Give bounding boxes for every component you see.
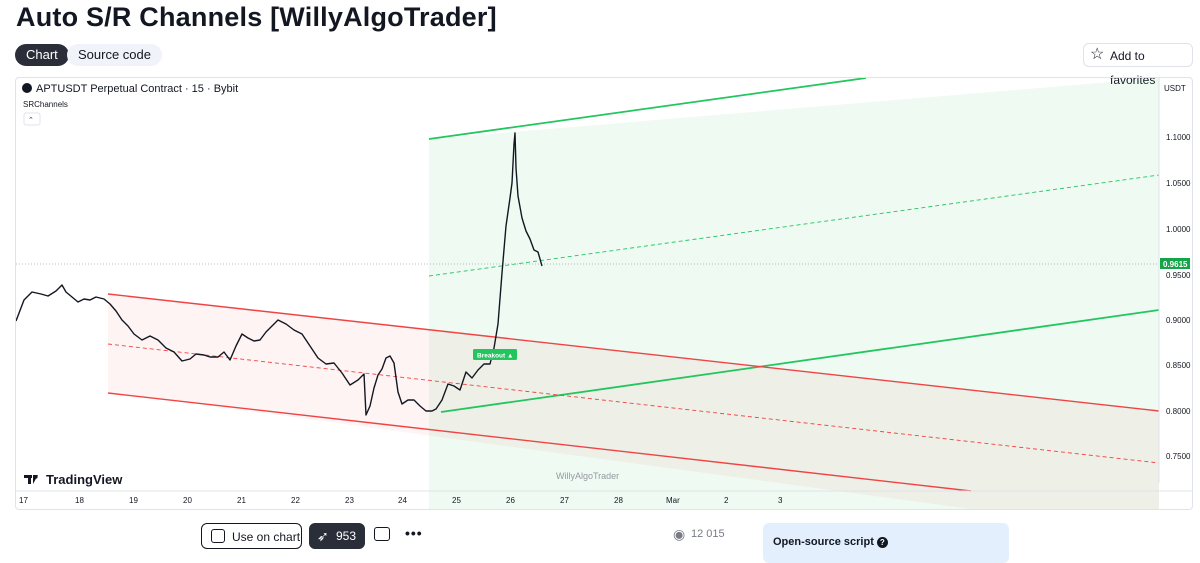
x-tick: 3: [778, 496, 783, 505]
x-tick: Mar: [666, 496, 680, 505]
x-tick: 28: [614, 496, 623, 505]
bear-channel-fill: [108, 294, 1159, 509]
views-counter: ◉ 12 015: [673, 526, 725, 542]
y-tick: 1.0500: [1166, 179, 1191, 188]
bear-lower-line: [107, 392, 972, 492]
chart-canvas[interactable]: USDT 1.1000 1.0500 1.0000 0.9500 0.9000 …: [16, 78, 1192, 509]
x-tick: 21: [237, 496, 246, 505]
x-tick: 2: [724, 496, 729, 505]
x-tick: 26: [506, 496, 515, 505]
x-tick: 24: [398, 496, 407, 505]
y-tick: 0.9000: [1166, 316, 1191, 325]
currency-label: USDT: [1164, 84, 1186, 93]
eye-icon: ◉: [673, 526, 686, 542]
indicator-name: SRChannels: [23, 100, 68, 109]
chart-panel[interactable]: USDT 1.1000 1.0500 1.0000 0.9500 0.9000 …: [15, 77, 1193, 510]
add-to-favorites-label: Add to favorites: [1110, 49, 1156, 87]
comment-icon[interactable]: [374, 527, 390, 541]
open-source-box: Open-source script?: [763, 523, 1009, 563]
rocket-icon: ➶: [317, 528, 329, 544]
collapse-button[interactable]: [23, 112, 41, 126]
use-on-chart-button[interactable]: Use on chart: [201, 523, 302, 549]
symbol-line: APTUSDT Perpetual Contract · 15 · Bybit: [36, 83, 238, 95]
breakout-label: [473, 349, 517, 360]
watermark: WillyAlgoTrader: [556, 471, 619, 481]
breakout-label-text: Breakout ▲: [477, 353, 513, 360]
x-axis-ticks: 17 18 19 20 21 22 23 24 25 26 27 28 Mar …: [19, 496, 783, 505]
x-tick: 17: [19, 496, 28, 505]
price-badge: [1160, 258, 1190, 269]
brand-text: TradingView: [46, 472, 123, 487]
y-tick: 0.9500: [1166, 271, 1191, 280]
chart-add-icon: [211, 529, 225, 543]
bear-mid-line: [107, 343, 1160, 464]
x-tick: 19: [129, 496, 138, 505]
help-icon[interactable]: ?: [876, 537, 888, 548]
x-tick: 22: [291, 496, 300, 505]
y-tick: 1.0000: [1166, 225, 1191, 234]
bear-upper-line: [107, 293, 1160, 412]
bull-resistance-line: [428, 78, 867, 140]
views-count: 12 015: [691, 528, 725, 540]
boost-count: 953: [336, 529, 357, 543]
tab-source-code[interactable]: Source code: [67, 44, 162, 66]
price-badge-text: 0.9615: [1163, 260, 1188, 269]
x-tick: 25: [452, 496, 461, 505]
add-to-favorites-button[interactable]: ☆ Add to favorites: [1083, 43, 1193, 87]
symbol-logo-icon: [22, 83, 32, 93]
tradingview-logo: TradingView: [24, 472, 123, 487]
use-on-chart-label: Use on chart: [232, 530, 301, 544]
more-icon[interactable]: •••: [405, 525, 423, 541]
x-tick: 18: [75, 496, 84, 505]
bull-mid-line: [428, 174, 1160, 277]
page-title: Auto S/R Channels [WillyAlgoTrader]: [16, 2, 497, 32]
y-tick: 0.7500: [1166, 452, 1191, 461]
star-icon: ☆: [1090, 46, 1105, 63]
y-tick: 0.8000: [1166, 407, 1191, 416]
y-tick: 0.8500: [1166, 361, 1191, 370]
y-tick: 1.1000: [1166, 133, 1191, 142]
x-tick: 27: [560, 496, 569, 505]
open-source-label: Open-source script: [773, 536, 874, 548]
x-tick: 20: [183, 496, 192, 505]
x-tick: 23: [345, 496, 354, 505]
chevron-up-icon: ⌃: [28, 116, 34, 124]
y-axis-ticks: 1.1000 1.0500 1.0000 0.9500 0.9000 0.850…: [1166, 133, 1191, 461]
boost-button[interactable]: ➶ 953: [309, 523, 365, 549]
tab-chart[interactable]: Chart: [15, 44, 69, 66]
